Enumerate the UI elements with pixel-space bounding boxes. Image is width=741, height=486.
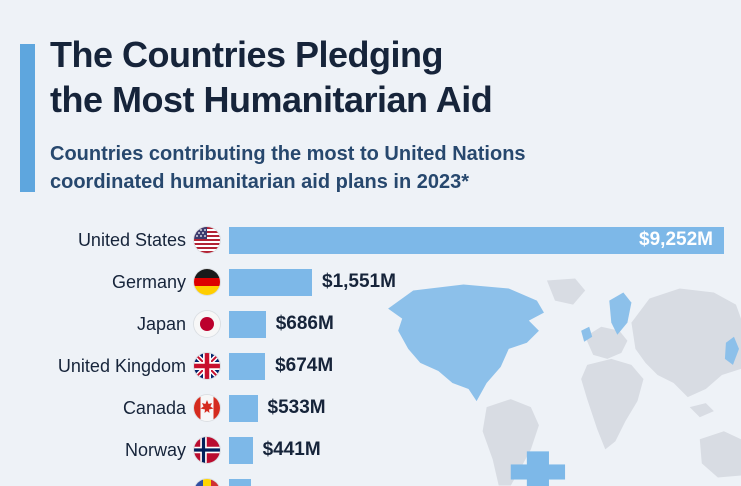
bar: $9,252M	[229, 226, 724, 254]
flag-gb-icon	[194, 353, 220, 379]
map-uk	[581, 326, 593, 342]
map-scandinavia	[609, 292, 632, 335]
value-label: $9,252M	[639, 229, 713, 250]
country-label: Norway	[124, 439, 186, 460]
flag-no-icon	[194, 437, 220, 463]
chart-subtitle: Countries contributing the most to Unite…	[50, 140, 710, 196]
chart-row-partial	[0, 471, 741, 486]
page-title-line1: The Countries Pledging	[50, 34, 444, 75]
map-south-america	[482, 399, 539, 486]
bar	[229, 394, 258, 422]
country-label: Germany	[111, 271, 186, 292]
map-japan	[724, 336, 739, 365]
chart-subtitle-line1: Countries contributing the most to Unite…	[50, 143, 526, 165]
title-accent-bar	[20, 44, 35, 192]
value-label: $441M	[262, 439, 321, 460]
map-greenland	[546, 278, 586, 305]
value-label: $674M	[275, 355, 334, 376]
bar	[229, 352, 266, 380]
bar	[229, 478, 251, 486]
bar	[229, 310, 266, 338]
value-label: $686M	[275, 313, 334, 334]
page-title: The Countries Pledging the Most Humanita…	[50, 32, 710, 123]
country-label: United States	[77, 229, 186, 250]
flag-jp-icon	[194, 311, 220, 337]
value-label: $533M	[267, 397, 326, 418]
humanitarian-plus-icon	[510, 451, 566, 486]
map-australia	[699, 431, 741, 478]
map-europe	[585, 326, 628, 359]
page-title-line2: the Most Humanitarian Aid	[50, 79, 493, 121]
flag-de-icon	[194, 269, 220, 295]
map-se-asia	[689, 403, 714, 418]
chart-row: Germany $1,551M	[0, 261, 741, 303]
chart-row: Japan $686M	[0, 303, 741, 345]
country-label: Japan	[136, 313, 186, 334]
bar	[229, 268, 312, 296]
value-label: $1,551M	[322, 271, 396, 292]
country-label: United Kingdom	[57, 355, 186, 376]
chart-row: Canada $533M	[0, 387, 741, 429]
chart-row: Norway $441M	[0, 429, 741, 471]
bar	[229, 436, 253, 464]
map-asia	[631, 288, 741, 398]
chart-row: United Kingdom $674M	[0, 345, 741, 387]
world-map	[388, 278, 741, 486]
map-north-america	[388, 284, 544, 402]
chart-row: United States $9,252M	[0, 219, 741, 261]
flag-us-icon	[194, 227, 220, 253]
flag-partial-icon	[194, 479, 220, 486]
chart-subtitle-line2: coordinated humanitarian aid plans in 20…	[50, 171, 469, 193]
bar-chart: United States $9,252M Germany $1,551M Japan…	[0, 219, 741, 486]
map-africa	[581, 358, 644, 450]
flag-ca-icon	[194, 395, 220, 421]
country-label: Canada	[122, 397, 186, 418]
